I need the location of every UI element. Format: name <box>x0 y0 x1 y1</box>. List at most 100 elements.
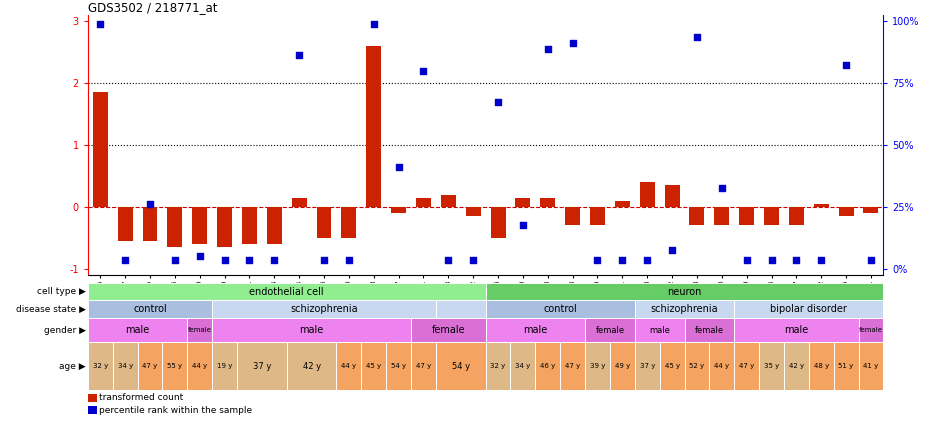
Text: 47 y: 47 y <box>416 363 431 369</box>
Bar <box>664 185 680 207</box>
Bar <box>615 201 630 207</box>
Bar <box>784 342 808 390</box>
Bar <box>486 342 511 390</box>
Text: 55 y: 55 y <box>167 363 182 369</box>
Point <box>714 185 729 192</box>
Text: 47 y: 47 y <box>565 363 580 369</box>
Text: 42 y: 42 y <box>302 361 321 370</box>
Bar <box>709 342 734 390</box>
Bar <box>814 204 829 207</box>
Bar <box>565 207 580 226</box>
Point <box>515 222 530 229</box>
Bar <box>714 207 729 226</box>
Point <box>540 45 555 52</box>
Text: control: control <box>133 304 166 314</box>
Bar <box>237 342 287 390</box>
Point <box>839 61 854 68</box>
Point <box>565 40 580 47</box>
Text: GDS3502 / 218771_at: GDS3502 / 218771_at <box>88 1 217 14</box>
Bar <box>739 207 754 226</box>
Point <box>416 67 431 74</box>
Text: 47 y: 47 y <box>142 363 157 369</box>
Bar <box>341 207 356 238</box>
Text: 46 y: 46 y <box>540 363 555 369</box>
Point <box>665 247 680 254</box>
Bar <box>366 46 381 207</box>
Text: 37 y: 37 y <box>639 363 655 369</box>
Bar <box>88 318 187 342</box>
Bar <box>436 300 486 318</box>
Point <box>192 253 207 260</box>
Bar <box>92 92 107 207</box>
Text: 44 y: 44 y <box>341 363 356 369</box>
Text: schizophrenia: schizophrenia <box>290 304 358 314</box>
Point <box>117 256 132 263</box>
Bar <box>242 207 257 244</box>
Text: cell type ▶: cell type ▶ <box>37 287 86 296</box>
Point <box>814 256 829 263</box>
Point <box>441 256 456 263</box>
Bar <box>212 318 411 342</box>
Text: 49 y: 49 y <box>615 363 630 369</box>
Point <box>789 256 804 263</box>
Bar <box>734 318 858 342</box>
Text: 44 y: 44 y <box>192 363 207 369</box>
Point <box>291 52 306 59</box>
Point <box>590 256 605 263</box>
Text: female: female <box>859 327 883 333</box>
Bar <box>586 318 635 342</box>
Point <box>864 256 879 263</box>
Point <box>267 256 282 263</box>
Bar <box>316 207 331 238</box>
Bar <box>88 342 113 390</box>
Bar <box>113 342 138 390</box>
Bar <box>163 342 187 390</box>
Text: 19 y: 19 y <box>217 363 232 369</box>
Bar <box>362 342 387 390</box>
Bar <box>88 283 486 300</box>
Point <box>366 21 381 28</box>
Text: male: male <box>126 325 150 335</box>
Text: 52 y: 52 y <box>689 363 705 369</box>
Bar <box>436 342 486 390</box>
Bar <box>337 342 362 390</box>
Bar <box>858 318 883 342</box>
Bar <box>486 318 586 342</box>
Bar <box>640 182 655 207</box>
Bar <box>660 342 684 390</box>
Bar <box>561 342 586 390</box>
Bar <box>167 207 182 247</box>
Text: 44 y: 44 y <box>714 363 729 369</box>
Bar <box>117 207 132 241</box>
Bar <box>684 342 709 390</box>
Bar <box>192 207 207 244</box>
Bar <box>858 342 883 390</box>
Text: 51 y: 51 y <box>838 363 854 369</box>
Text: male: male <box>649 325 670 334</box>
Bar <box>486 283 883 300</box>
Bar <box>287 342 337 390</box>
Text: 48 y: 48 y <box>814 363 829 369</box>
Text: 45 y: 45 y <box>664 363 680 369</box>
Bar <box>490 207 505 238</box>
Text: 54 y: 54 y <box>391 363 406 369</box>
Text: percentile rank within the sample: percentile rank within the sample <box>99 405 253 415</box>
Text: male: male <box>300 325 324 335</box>
Text: 32 y: 32 y <box>92 363 108 369</box>
Point <box>142 200 157 207</box>
Bar <box>391 207 406 213</box>
Text: bipolar disorder: bipolar disorder <box>771 304 847 314</box>
Bar <box>689 207 705 226</box>
Bar <box>416 198 431 207</box>
Bar <box>734 342 759 390</box>
Text: 39 y: 39 y <box>590 363 605 369</box>
Bar <box>441 194 456 207</box>
Bar <box>808 342 833 390</box>
Bar <box>833 342 858 390</box>
Bar <box>217 207 232 247</box>
Point <box>316 256 331 263</box>
Bar <box>515 198 530 207</box>
Point <box>739 256 754 263</box>
Bar <box>734 300 883 318</box>
Point <box>242 256 257 263</box>
